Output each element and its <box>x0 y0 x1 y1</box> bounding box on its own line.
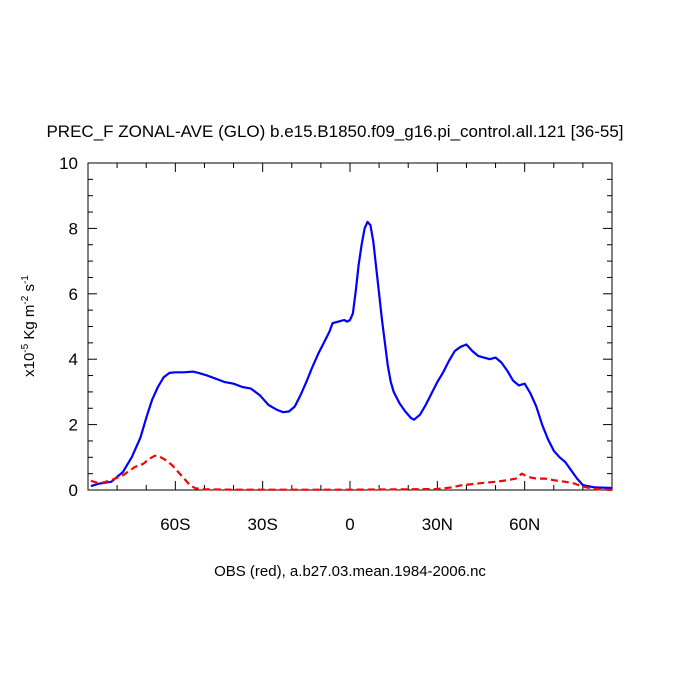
series-line-0 <box>90 220 613 490</box>
series-line-1 <box>90 454 613 492</box>
x-tick-label: 60N <box>509 515 540 534</box>
y-tick-label: 2 <box>69 416 78 435</box>
x-tick-label: 0 <box>345 515 354 534</box>
y-axis-ticks: 0 2 4 6 8 10 <box>59 154 612 500</box>
chart-title: PREC_F ZONAL-AVE (GLO) b.e15.B1850.f09_g… <box>46 122 623 141</box>
y-tick-label: 0 <box>69 481 78 500</box>
x-tick-label: 30S <box>248 515 278 534</box>
y-tick-label: 8 <box>69 219 78 238</box>
y-tick-label: 10 <box>59 154 78 173</box>
footer-note: OBS (red), a.b27.03.mean.1984-2006.nc <box>214 563 486 580</box>
y-axis-label: x10-5 Kg m-2 s-1 <box>20 275 38 377</box>
x-tick-label: 60S <box>160 515 190 534</box>
x-axis-ticks: 60S 30S 0 30N 60N <box>116 163 584 534</box>
x-tick-label: 30N <box>422 515 453 534</box>
series-layer <box>90 220 613 492</box>
plot-frame <box>87 162 613 491</box>
y-tick-label: 6 <box>69 285 78 304</box>
y-tick-label: 4 <box>69 350 78 369</box>
